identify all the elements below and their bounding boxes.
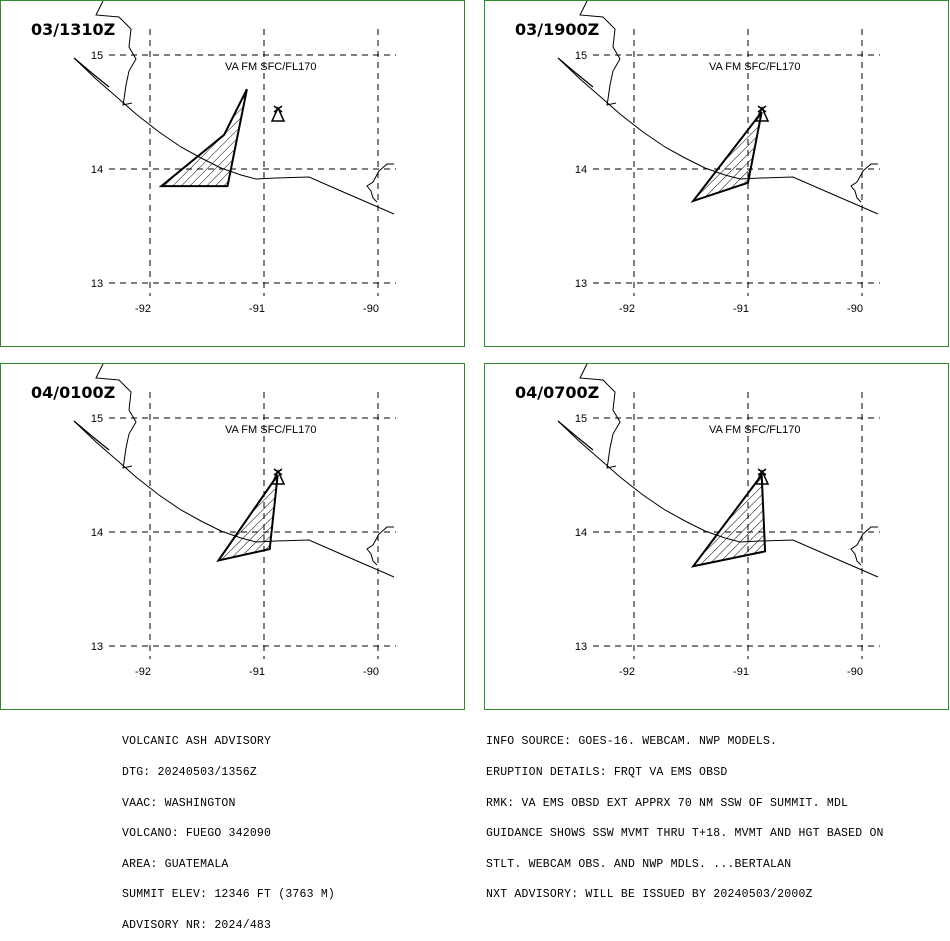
- latitude-tick-label: 14: [575, 164, 587, 176]
- volcano-triangle-icon: [754, 469, 770, 485]
- el-salvador-border-line: [850, 163, 878, 203]
- el-salvador-border-line: [850, 526, 878, 566]
- border-segment: [73, 57, 110, 88]
- latitude-tick-label: 15: [575, 50, 587, 62]
- remarks-line: NXT ADVISORY: WILL BE ISSUED BY 20240503…: [486, 888, 813, 902]
- valid-time-label: 03/1310Z: [31, 20, 115, 39]
- map-svg-1: -92 -91 -90 15 14 13 03/1310Z VA FM SFC/FL170: [31, 1, 396, 315]
- longitude-tick-label: -92: [619, 303, 635, 315]
- advisory-line: VAAC: WASHINGTON: [122, 796, 236, 810]
- ash-cloud-polygon: [690, 472, 767, 568]
- longitude-tick-label: -91: [733, 303, 749, 315]
- forecast-panel-3: -92 -91 -90 15 14 13 04/0100Z VA FM SFC/FL170: [0, 363, 465, 710]
- latitude-tick-label: 14: [91, 527, 103, 539]
- volcano-triangle-icon: [270, 106, 286, 122]
- remarks-line: ERUPTION DETAILS: FRQT VA EMS OBSD: [486, 766, 728, 780]
- mexico-border-line: [579, 1, 621, 106]
- remarks-line: STLT. WEBCAM OBS. AND NWP MDLS. ...BERTA…: [486, 857, 792, 871]
- advisory-line: ADVISORY NR: 2024/483: [122, 919, 272, 933]
- advisory-header-block: VOLCANIC ASH ADVISORY DTG: 20240503/1356…: [122, 717, 335, 941]
- longitude-tick-label: -90: [847, 666, 863, 678]
- border-segment: [557, 420, 594, 451]
- latitude-tick-label: 13: [575, 278, 587, 290]
- ash-cloud-polygon: [690, 111, 763, 203]
- altitude-range-label: VA FM SFC/FL170: [225, 424, 317, 436]
- volcano-triangle-icon: [270, 469, 286, 485]
- valid-time-label: 04/0100Z: [31, 383, 115, 402]
- pacific-coastline: [73, 420, 395, 578]
- longitude-tick-label: -91: [249, 666, 265, 678]
- mexico-border-line: [579, 364, 621, 469]
- mexico-border-line: [95, 1, 137, 106]
- el-salvador-border-line: [366, 526, 394, 566]
- valid-time-label: 03/1900Z: [515, 20, 599, 39]
- map-svg-2: -92 -91 -90 15 14 13 03/1900Z VA FM SFC/FL170: [515, 1, 880, 315]
- latitude-tick-label: 14: [91, 164, 103, 176]
- advisory-line: SUMMIT ELEV: 12346 FT (3763 M): [122, 888, 336, 902]
- latitude-tick-label: 13: [91, 278, 103, 290]
- map-svg-4: -92 -91 -90 15 14 13 04/0700Z VA FM SFC/FL170: [515, 364, 880, 678]
- advisory-remarks-block: INFO SOURCE: GOES-16. WEBCAM. NWP MODELS…: [486, 717, 884, 911]
- remarks-line: GUIDANCE SHOWS SSW MVMT THRU T+18. MVMT …: [486, 827, 884, 841]
- longitude-tick-label: -91: [249, 303, 265, 315]
- forecast-panel-2: -92 -91 -90 15 14 13 03/1900Z VA FM SFC/FL170: [484, 0, 949, 347]
- el-salvador-border-line: [366, 163, 394, 203]
- eruption-mark-icon: [273, 468, 283, 476]
- forecast-panel-4: -92 -91 -90 15 14 13 04/0700Z VA FM SFC/FL170: [484, 363, 949, 710]
- border-segment: [73, 420, 110, 451]
- latitude-tick-label: 15: [91, 413, 103, 425]
- longitude-tick-label: -90: [847, 303, 863, 315]
- longitude-tick-label: -92: [135, 666, 151, 678]
- advisory-line: DTG: 20240503/1356Z: [122, 766, 257, 780]
- pacific-coastline: [557, 57, 879, 215]
- ash-cloud-polygon: [216, 474, 279, 563]
- advisory-line: VOLCANO: FUEGO 342090: [122, 827, 272, 841]
- altitude-range-label: VA FM SFC/FL170: [709, 424, 801, 436]
- volcano-triangle-icon: [754, 106, 770, 122]
- longitude-tick-label: -92: [135, 303, 151, 315]
- latitude-tick-label: 15: [91, 50, 103, 62]
- eruption-mark-icon: [273, 105, 283, 113]
- eruption-mark-icon: [757, 105, 767, 113]
- latitude-tick-label: 15: [575, 413, 587, 425]
- longitude-tick-label: -90: [363, 666, 379, 678]
- advisory-line: AREA: GUATEMALA: [122, 857, 229, 871]
- altitude-range-label: VA FM SFC/FL170: [225, 61, 317, 73]
- longitude-tick-label: -91: [733, 666, 749, 678]
- longitude-tick-label: -92: [619, 666, 635, 678]
- ash-cloud-polygon: [158, 88, 248, 188]
- advisory-line: VOLCANIC ASH ADVISORY: [122, 735, 272, 749]
- mexico-border-line: [95, 364, 137, 469]
- latitude-tick-label: 13: [91, 641, 103, 653]
- latitude-tick-label: 13: [575, 641, 587, 653]
- remarks-line: INFO SOURCE: GOES-16. WEBCAM. NWP MODELS…: [486, 735, 778, 749]
- latitude-tick-label: 14: [575, 527, 587, 539]
- longitude-tick-label: -90: [363, 303, 379, 315]
- valid-time-label: 04/0700Z: [515, 383, 599, 402]
- eruption-mark-icon: [757, 468, 767, 476]
- map-svg-3: -92 -91 -90 15 14 13 04/0100Z VA FM SFC/FL170: [31, 364, 396, 678]
- border-segment: [557, 57, 594, 88]
- altitude-range-label: VA FM SFC/FL170: [709, 61, 801, 73]
- pacific-coastline: [557, 420, 879, 578]
- remarks-line: RMK: VA EMS OBSD EXT APPRX 70 NM SSW OF …: [486, 796, 849, 810]
- forecast-panel-1: -92 -91 -90 15 14 13 03/1310Z VA FM SFC/FL170: [0, 0, 465, 347]
